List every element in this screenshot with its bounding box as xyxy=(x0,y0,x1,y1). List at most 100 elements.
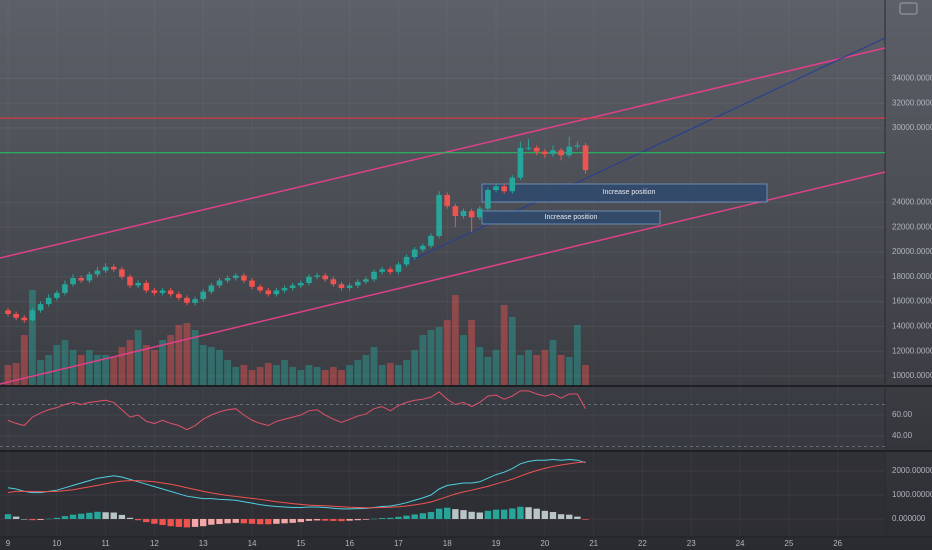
macd-hist-bar xyxy=(175,518,183,527)
candle-body xyxy=(281,287,288,291)
volume-bar xyxy=(142,345,150,385)
volume-bar xyxy=(289,367,297,385)
candle-body xyxy=(314,275,320,277)
macd-hist-bar xyxy=(525,507,532,519)
volume-bar xyxy=(159,340,166,385)
volume-bar xyxy=(102,355,110,385)
volume-bar xyxy=(281,360,288,385)
macd-hist-bar xyxy=(313,518,321,521)
macd-hist-bar xyxy=(265,518,272,525)
macd-hist-bar xyxy=(387,517,394,519)
x-tick-label: 11 xyxy=(101,539,110,548)
macd-hist-bar xyxy=(134,518,142,521)
candle-body xyxy=(550,150,556,155)
candle-body xyxy=(37,304,44,311)
candle-body xyxy=(151,290,158,293)
candle-body xyxy=(346,285,353,288)
x-tick-label: 14 xyxy=(248,539,257,548)
x-tick-label: 12 xyxy=(150,539,159,548)
y-tick-label: 18000.000000 xyxy=(892,272,932,281)
macd-hist-bar xyxy=(167,518,174,527)
x-tick-label: 22 xyxy=(638,539,647,548)
macd-line xyxy=(7,458,586,510)
macd-hist-bar xyxy=(435,508,443,519)
x-tick-label: 18 xyxy=(443,539,452,548)
volume-bar xyxy=(61,340,69,385)
volume-bar xyxy=(151,350,158,385)
macd-hist-bar xyxy=(574,516,581,519)
candle-body xyxy=(338,284,345,288)
macd-hist-bar xyxy=(281,518,288,524)
macd-hist-bar xyxy=(330,518,337,521)
candle-body xyxy=(509,177,516,192)
volume-bar xyxy=(126,340,134,385)
volume-bar xyxy=(419,335,427,385)
macd-hist-bar xyxy=(346,518,353,521)
x-tick-label: 16 xyxy=(345,539,354,548)
candle-body xyxy=(322,275,329,280)
candle-body xyxy=(167,290,174,295)
candle-body xyxy=(29,310,36,321)
x-tick-label: 24 xyxy=(736,539,745,548)
macd-hist-bar xyxy=(517,506,524,519)
candle-body xyxy=(558,150,564,156)
macd-hist-bar xyxy=(143,518,150,523)
macd-hist-bar xyxy=(29,518,36,521)
candle-body xyxy=(525,147,532,149)
volume-bar xyxy=(427,330,435,385)
volume-bar xyxy=(557,355,565,385)
y-tick-label: 24000.000000 xyxy=(892,198,932,207)
candle-body xyxy=(485,190,491,209)
candle-body xyxy=(574,145,581,147)
channel-lower xyxy=(0,171,886,385)
candle-body xyxy=(159,290,166,293)
macd-hist-bar xyxy=(208,518,215,525)
settings-button[interactable] xyxy=(899,2,918,15)
candle-body xyxy=(371,271,377,280)
volume-bar xyxy=(183,323,191,385)
candle-body xyxy=(257,286,263,291)
macd-hist-bar xyxy=(183,518,191,528)
candle-body xyxy=(330,279,337,285)
volume-bar xyxy=(362,355,370,385)
candle-body xyxy=(493,186,499,191)
macd-hist-bar xyxy=(240,518,248,524)
candle-body xyxy=(110,266,117,270)
volume-bar xyxy=(468,320,476,385)
candle-body xyxy=(533,147,540,152)
volume-bar xyxy=(94,355,101,385)
rsi-line xyxy=(7,390,586,431)
candle-body xyxy=(119,269,125,277)
volume-bar xyxy=(175,325,183,385)
macd-hist-bar xyxy=(45,518,52,520)
x-tick-label: 13 xyxy=(199,539,208,548)
volume-bar xyxy=(403,360,410,385)
macd-hist-bar xyxy=(370,518,378,520)
volume-bar xyxy=(395,365,402,385)
candle-body xyxy=(54,292,60,298)
volume-bar xyxy=(313,367,321,385)
candle-body xyxy=(143,282,150,291)
macd-hist-bar xyxy=(395,516,402,519)
macd-hist-bar xyxy=(362,518,370,520)
candle-body xyxy=(102,266,109,271)
macd-hist-bar xyxy=(159,518,166,525)
macd-hist-bar xyxy=(444,507,451,519)
volume-bar xyxy=(443,320,451,385)
volume-bar xyxy=(12,363,20,385)
y-tick-label: 12000.000000 xyxy=(892,346,932,355)
volume-bar xyxy=(224,360,232,385)
volume-bar xyxy=(549,340,557,385)
y-tick-label: 20000.000000 xyxy=(892,247,932,256)
x-tick-label: 9 xyxy=(6,539,11,548)
y-tick-label: 60.00 xyxy=(892,410,913,419)
macd-hist-bar xyxy=(452,509,459,519)
macd-hist-bar xyxy=(126,517,134,519)
macd-hist-bar xyxy=(541,510,549,519)
macd-hist-bar xyxy=(509,508,516,519)
volume-bar xyxy=(297,370,305,385)
candle-body xyxy=(184,297,190,303)
annotation: Increase position xyxy=(545,214,598,221)
y-tick-label: 30000.000000 xyxy=(892,123,932,132)
